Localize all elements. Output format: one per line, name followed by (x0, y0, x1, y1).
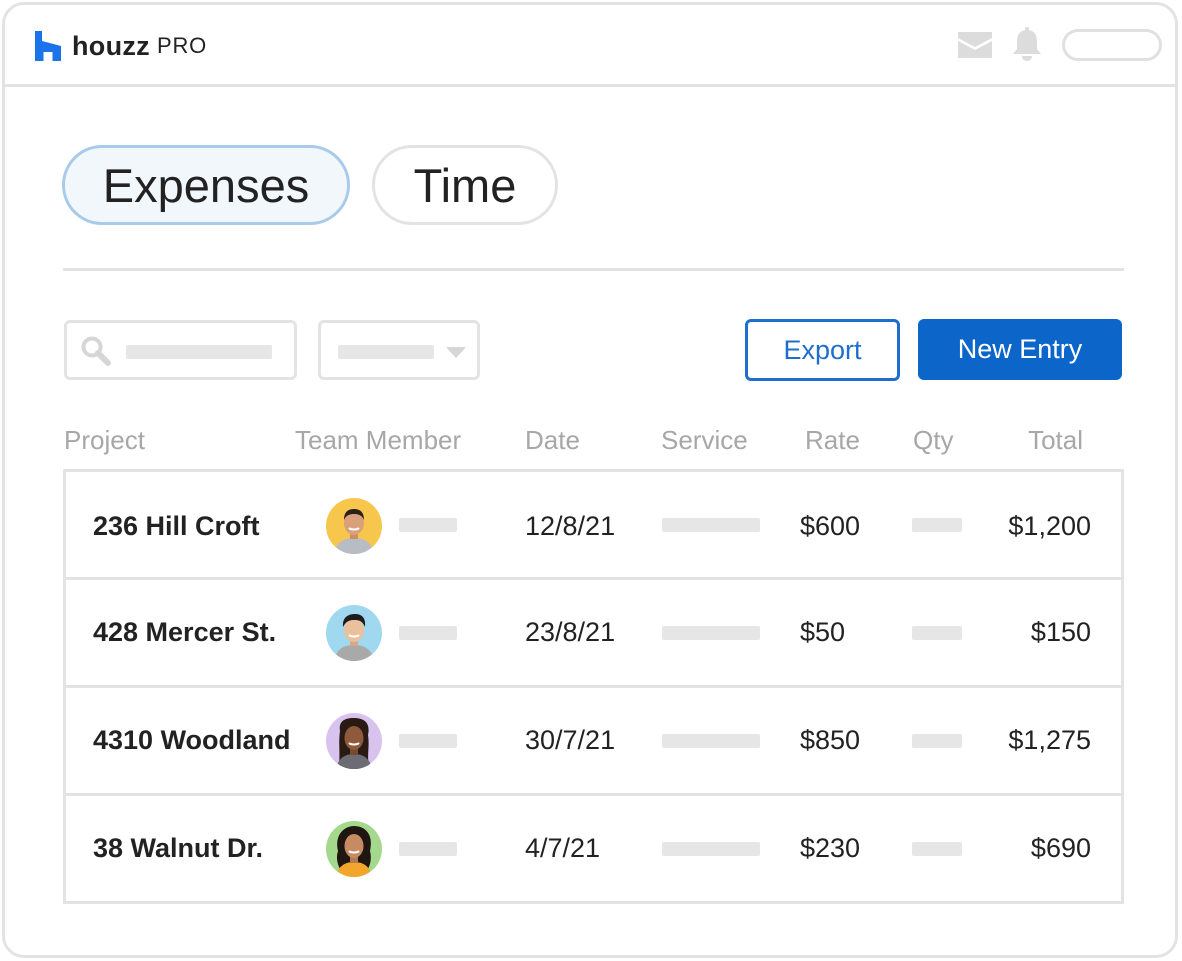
expenses-table: 236 Hill Croft 12/8/21 $600 $1,200 428 M… (63, 469, 1124, 904)
profile-pill[interactable] (1062, 29, 1162, 61)
service-placeholder (662, 518, 760, 532)
table-row[interactable]: 38 Walnut Dr. 4/7/21 $230 $690 (66, 793, 1121, 901)
total-cell: $1,200 (1008, 510, 1091, 541)
export-button[interactable]: Export (745, 319, 900, 381)
table-row[interactable]: 428 Mercer St. 23/8/21 $50 $150 (66, 577, 1121, 685)
mail-icon[interactable] (958, 32, 992, 58)
rate-cell: $600 (800, 510, 861, 541)
avatar (326, 688, 382, 793)
project-cell: 4310 Woodland (93, 725, 291, 755)
project-cell: 38 Walnut Dr. (93, 833, 264, 863)
search-icon (81, 336, 111, 366)
search-input[interactable] (64, 320, 297, 380)
table-row[interactable]: 4310 Woodland 30/7/21 $850 $1,275 (66, 685, 1121, 793)
team-member-placeholder (399, 626, 457, 640)
filter-dropdown[interactable] (318, 320, 480, 380)
avatar-image (326, 712, 382, 769)
total-cell: $150 (1030, 617, 1091, 647)
tab-expenses[interactable]: Expenses (62, 145, 350, 225)
qty-placeholder (912, 734, 962, 748)
service-placeholder (662, 842, 760, 856)
houzz-logo-icon (35, 31, 61, 61)
project-cell: 236 Hill Croft (93, 510, 260, 541)
rate-cell: $850 (800, 725, 861, 755)
qty-placeholder (912, 626, 962, 640)
tab-time-label: Time (413, 158, 517, 212)
project-cell: 428 Mercer St. (93, 617, 277, 647)
service-placeholder (662, 734, 760, 748)
service-placeholder (662, 626, 760, 640)
top-bar: houzz PRO (5, 5, 1175, 87)
column-header-date: Date (525, 425, 580, 455)
total-cell: $690 (1030, 833, 1091, 863)
avatar-image (326, 498, 382, 554)
qty-placeholder (912, 842, 962, 856)
section-divider (63, 268, 1124, 271)
avatar-image (326, 604, 382, 661)
column-header-rate: Rate (805, 425, 860, 455)
dropdown-placeholder-bar (338, 345, 434, 359)
rate-cell: $230 (800, 833, 861, 863)
team-member-placeholder (399, 734, 457, 748)
new-entry-button[interactable]: New Entry (918, 319, 1122, 380)
total-cell: $1,275 (1008, 725, 1091, 755)
column-header-service: Service (661, 425, 748, 455)
avatar-image (326, 820, 382, 877)
team-member-placeholder (399, 842, 457, 856)
avatar (326, 796, 382, 901)
date-cell: 23/8/21 (525, 617, 616, 647)
column-header-qty: Qty (913, 425, 954, 455)
column-header-total: Total (1028, 425, 1083, 455)
date-cell: 12/8/21 (525, 510, 616, 541)
qty-placeholder (912, 518, 962, 532)
houzz-pro-logo[interactable]: houzz PRO (35, 30, 207, 62)
avatar (326, 472, 382, 580)
column-header-team-member: Team Member (295, 425, 462, 455)
search-placeholder-bar (126, 345, 272, 359)
rate-cell: $50 (800, 617, 846, 647)
column-header-project: Project (64, 425, 145, 455)
logo-suffix: PRO (156, 33, 208, 58)
date-cell: 30/7/21 (525, 725, 616, 755)
logo-wordmark: houzz (72, 30, 150, 61)
table-row[interactable]: 236 Hill Croft 12/8/21 $600 $1,200 (66, 472, 1121, 580)
date-cell: 4/7/21 (525, 833, 601, 863)
chevron-down-icon (446, 347, 466, 358)
team-member-placeholder (399, 518, 457, 532)
avatar (326, 580, 382, 685)
tab-expenses-label: Expenses (102, 158, 310, 212)
tab-time[interactable]: Time (372, 145, 558, 225)
bell-icon[interactable] (1011, 27, 1043, 61)
